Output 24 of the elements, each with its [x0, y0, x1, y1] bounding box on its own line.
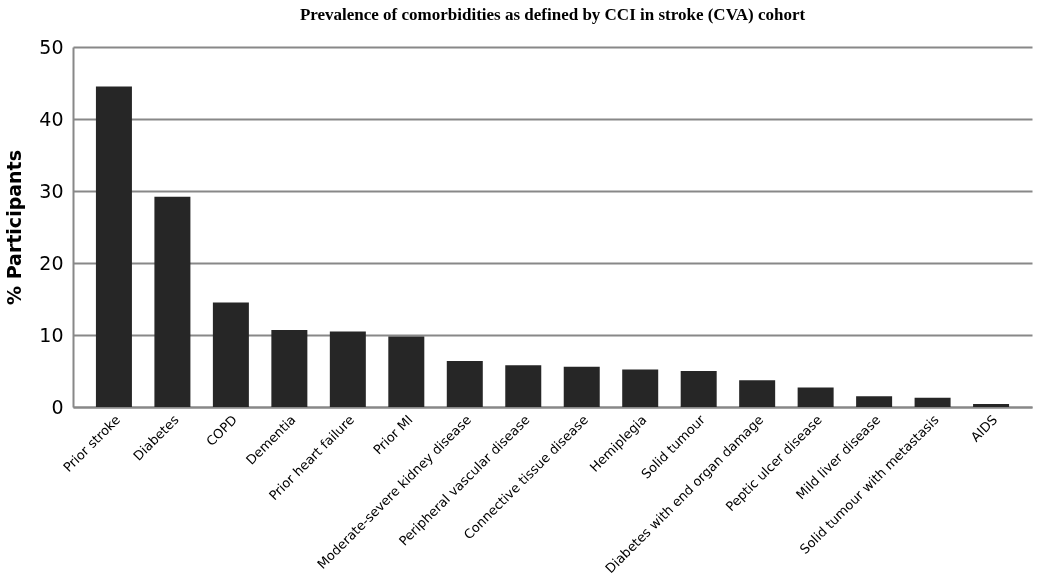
y-tick-label: 50	[39, 35, 64, 58]
bar	[271, 329, 308, 407]
bar	[95, 86, 132, 407]
y-axis-title: % Participants	[3, 150, 26, 305]
bar	[563, 366, 600, 407]
bar	[505, 365, 542, 407]
y-tick-label: 10	[39, 323, 64, 346]
bar	[914, 397, 951, 407]
y-tick-label: 0	[51, 395, 64, 418]
bar	[856, 396, 893, 407]
y-tick-label: 20	[39, 251, 64, 274]
y-tick-label: 30	[39, 179, 64, 202]
bar	[212, 302, 249, 407]
bar	[739, 380, 776, 407]
chart-title: Prevalence of comorbidities as defined by CCI in stroke (CVA) cohort	[299, 5, 806, 24]
y-tick-label: 40	[39, 107, 64, 130]
bar	[388, 336, 425, 407]
bar	[797, 387, 834, 407]
bar	[446, 360, 483, 407]
bar	[154, 196, 191, 407]
bar	[973, 404, 1010, 407]
bar	[622, 369, 659, 407]
bar	[680, 371, 717, 407]
bar	[329, 331, 366, 407]
